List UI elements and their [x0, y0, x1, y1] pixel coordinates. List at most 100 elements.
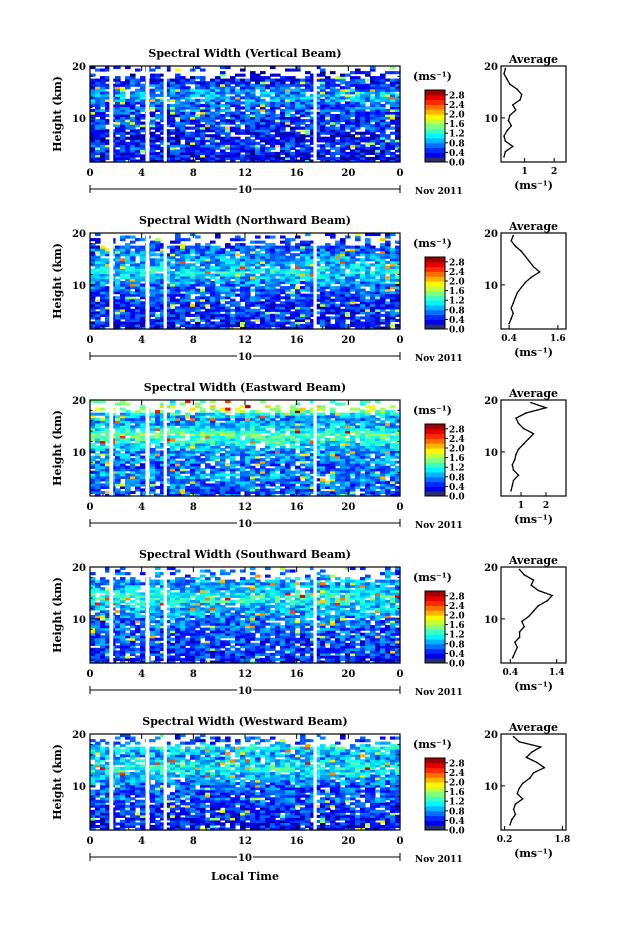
heatmap-cell	[160, 405, 166, 409]
heatmap-cell	[205, 286, 211, 290]
heatmap-cell	[125, 460, 131, 464]
heatmap-cell	[185, 440, 191, 444]
heatmap-cell	[315, 296, 321, 300]
heatmap-cell	[185, 478, 191, 482]
heatmap-cell	[225, 306, 231, 310]
heatmap-cell	[90, 263, 96, 267]
heatmap-cell	[260, 313, 266, 317]
heatmap-cell	[365, 273, 371, 277]
heatmap-cell	[270, 255, 276, 259]
heatmap-cell	[180, 480, 186, 484]
heatmap-cell	[295, 134, 301, 138]
heatmap-cell	[140, 273, 146, 277]
heatmap-cell	[390, 106, 396, 110]
heatmap-cell	[105, 83, 111, 87]
heatmap-cell	[245, 149, 251, 153]
heatmap-cell	[265, 313, 271, 317]
heatmap-cell	[390, 303, 396, 307]
heatmap-cell	[230, 119, 236, 123]
heatmap-cell	[185, 159, 191, 163]
heatmap-cell	[280, 121, 286, 125]
heatmap-cell	[125, 468, 131, 472]
heatmap-cell	[100, 265, 106, 269]
heatmap-cell	[220, 306, 226, 310]
heatmap-cell	[270, 248, 276, 252]
heatmap-cell	[155, 93, 161, 97]
heatmap-cell	[230, 126, 236, 130]
heatmap-cell	[195, 86, 201, 90]
data-gap	[145, 233, 150, 329]
heatmap-cell	[340, 73, 346, 77]
heatmap-cell	[190, 159, 196, 163]
heatmap-cell	[195, 253, 201, 257]
heatmap-cell	[335, 126, 341, 130]
heatmap-cell	[255, 108, 261, 112]
profile-point	[510, 307, 512, 310]
heatmap-cell	[100, 103, 106, 107]
heatmap-cell	[250, 98, 256, 102]
heatmap-cell	[345, 101, 351, 105]
heatmap-cell	[140, 311, 146, 315]
heatmap-cell	[215, 265, 221, 269]
heatmap-cell	[240, 78, 246, 82]
heatmap-cell	[245, 283, 251, 287]
heatmap-cell	[315, 116, 321, 120]
profile-point	[504, 140, 507, 142]
heatmap-cell	[100, 468, 106, 472]
heatmap-cell	[345, 136, 351, 140]
heatmap-cell	[360, 71, 366, 75]
heatmap-cell	[95, 91, 101, 95]
heatmap-cell	[205, 154, 211, 158]
heatmap-cell	[120, 440, 126, 444]
heatmap-cell	[95, 144, 101, 148]
heatmap-cell	[185, 308, 191, 312]
heatmap-cell	[290, 298, 296, 302]
heatmap-cell	[115, 93, 121, 97]
heatmap-cell	[290, 273, 296, 277]
heatmap-cell	[115, 473, 121, 477]
heatmap-cell	[300, 311, 306, 315]
heatmap-cell	[95, 303, 101, 307]
heatmap-cell	[370, 298, 376, 302]
heatmap-cell	[370, 258, 376, 262]
heatmap-cell	[105, 131, 111, 135]
heatmap-cell	[320, 88, 326, 92]
heatmap-cell	[175, 432, 181, 436]
heatmap-cell	[215, 134, 221, 138]
heatmap-cell	[350, 149, 356, 153]
heatmap-cell	[220, 412, 226, 416]
colorbar-step	[425, 94, 445, 101]
heatmap-cell	[360, 303, 366, 307]
heatmap-cell	[340, 141, 346, 145]
heatmap-cell	[260, 98, 266, 102]
heatmap-cell	[215, 308, 221, 312]
heatmap-cell	[175, 465, 181, 469]
heatmap-cell	[275, 154, 281, 158]
heatmap-cell	[170, 275, 176, 279]
heatmap-cell	[350, 245, 356, 249]
heatmap-cell	[375, 265, 381, 269]
heatmap-cell	[130, 432, 136, 436]
heatmap-cell	[135, 270, 141, 274]
heatmap-cell	[160, 286, 166, 290]
heatmap-cell	[275, 121, 281, 125]
heatmap-cell	[100, 478, 106, 482]
heatmap-cell	[125, 448, 131, 452]
heatmap-cell	[375, 308, 381, 312]
heatmap-cell	[120, 407, 126, 411]
heatmap-cell	[380, 106, 386, 110]
heatmap-cell	[205, 453, 211, 457]
heatmap-cell	[185, 458, 191, 462]
heatmap-cell	[200, 493, 206, 497]
heatmap-cell	[100, 136, 106, 140]
heatmap-cell	[125, 291, 131, 295]
heatmap-cell	[190, 483, 196, 487]
heatmap-cell	[100, 450, 106, 454]
heatmap-cell	[325, 81, 331, 85]
heatmap-cell	[155, 106, 161, 110]
heatmap-cell	[120, 445, 126, 449]
heatmap-cell	[95, 283, 101, 287]
heatmap-cell	[300, 119, 306, 123]
heatmap-cell	[220, 250, 226, 254]
heatmap-cell	[255, 313, 261, 317]
